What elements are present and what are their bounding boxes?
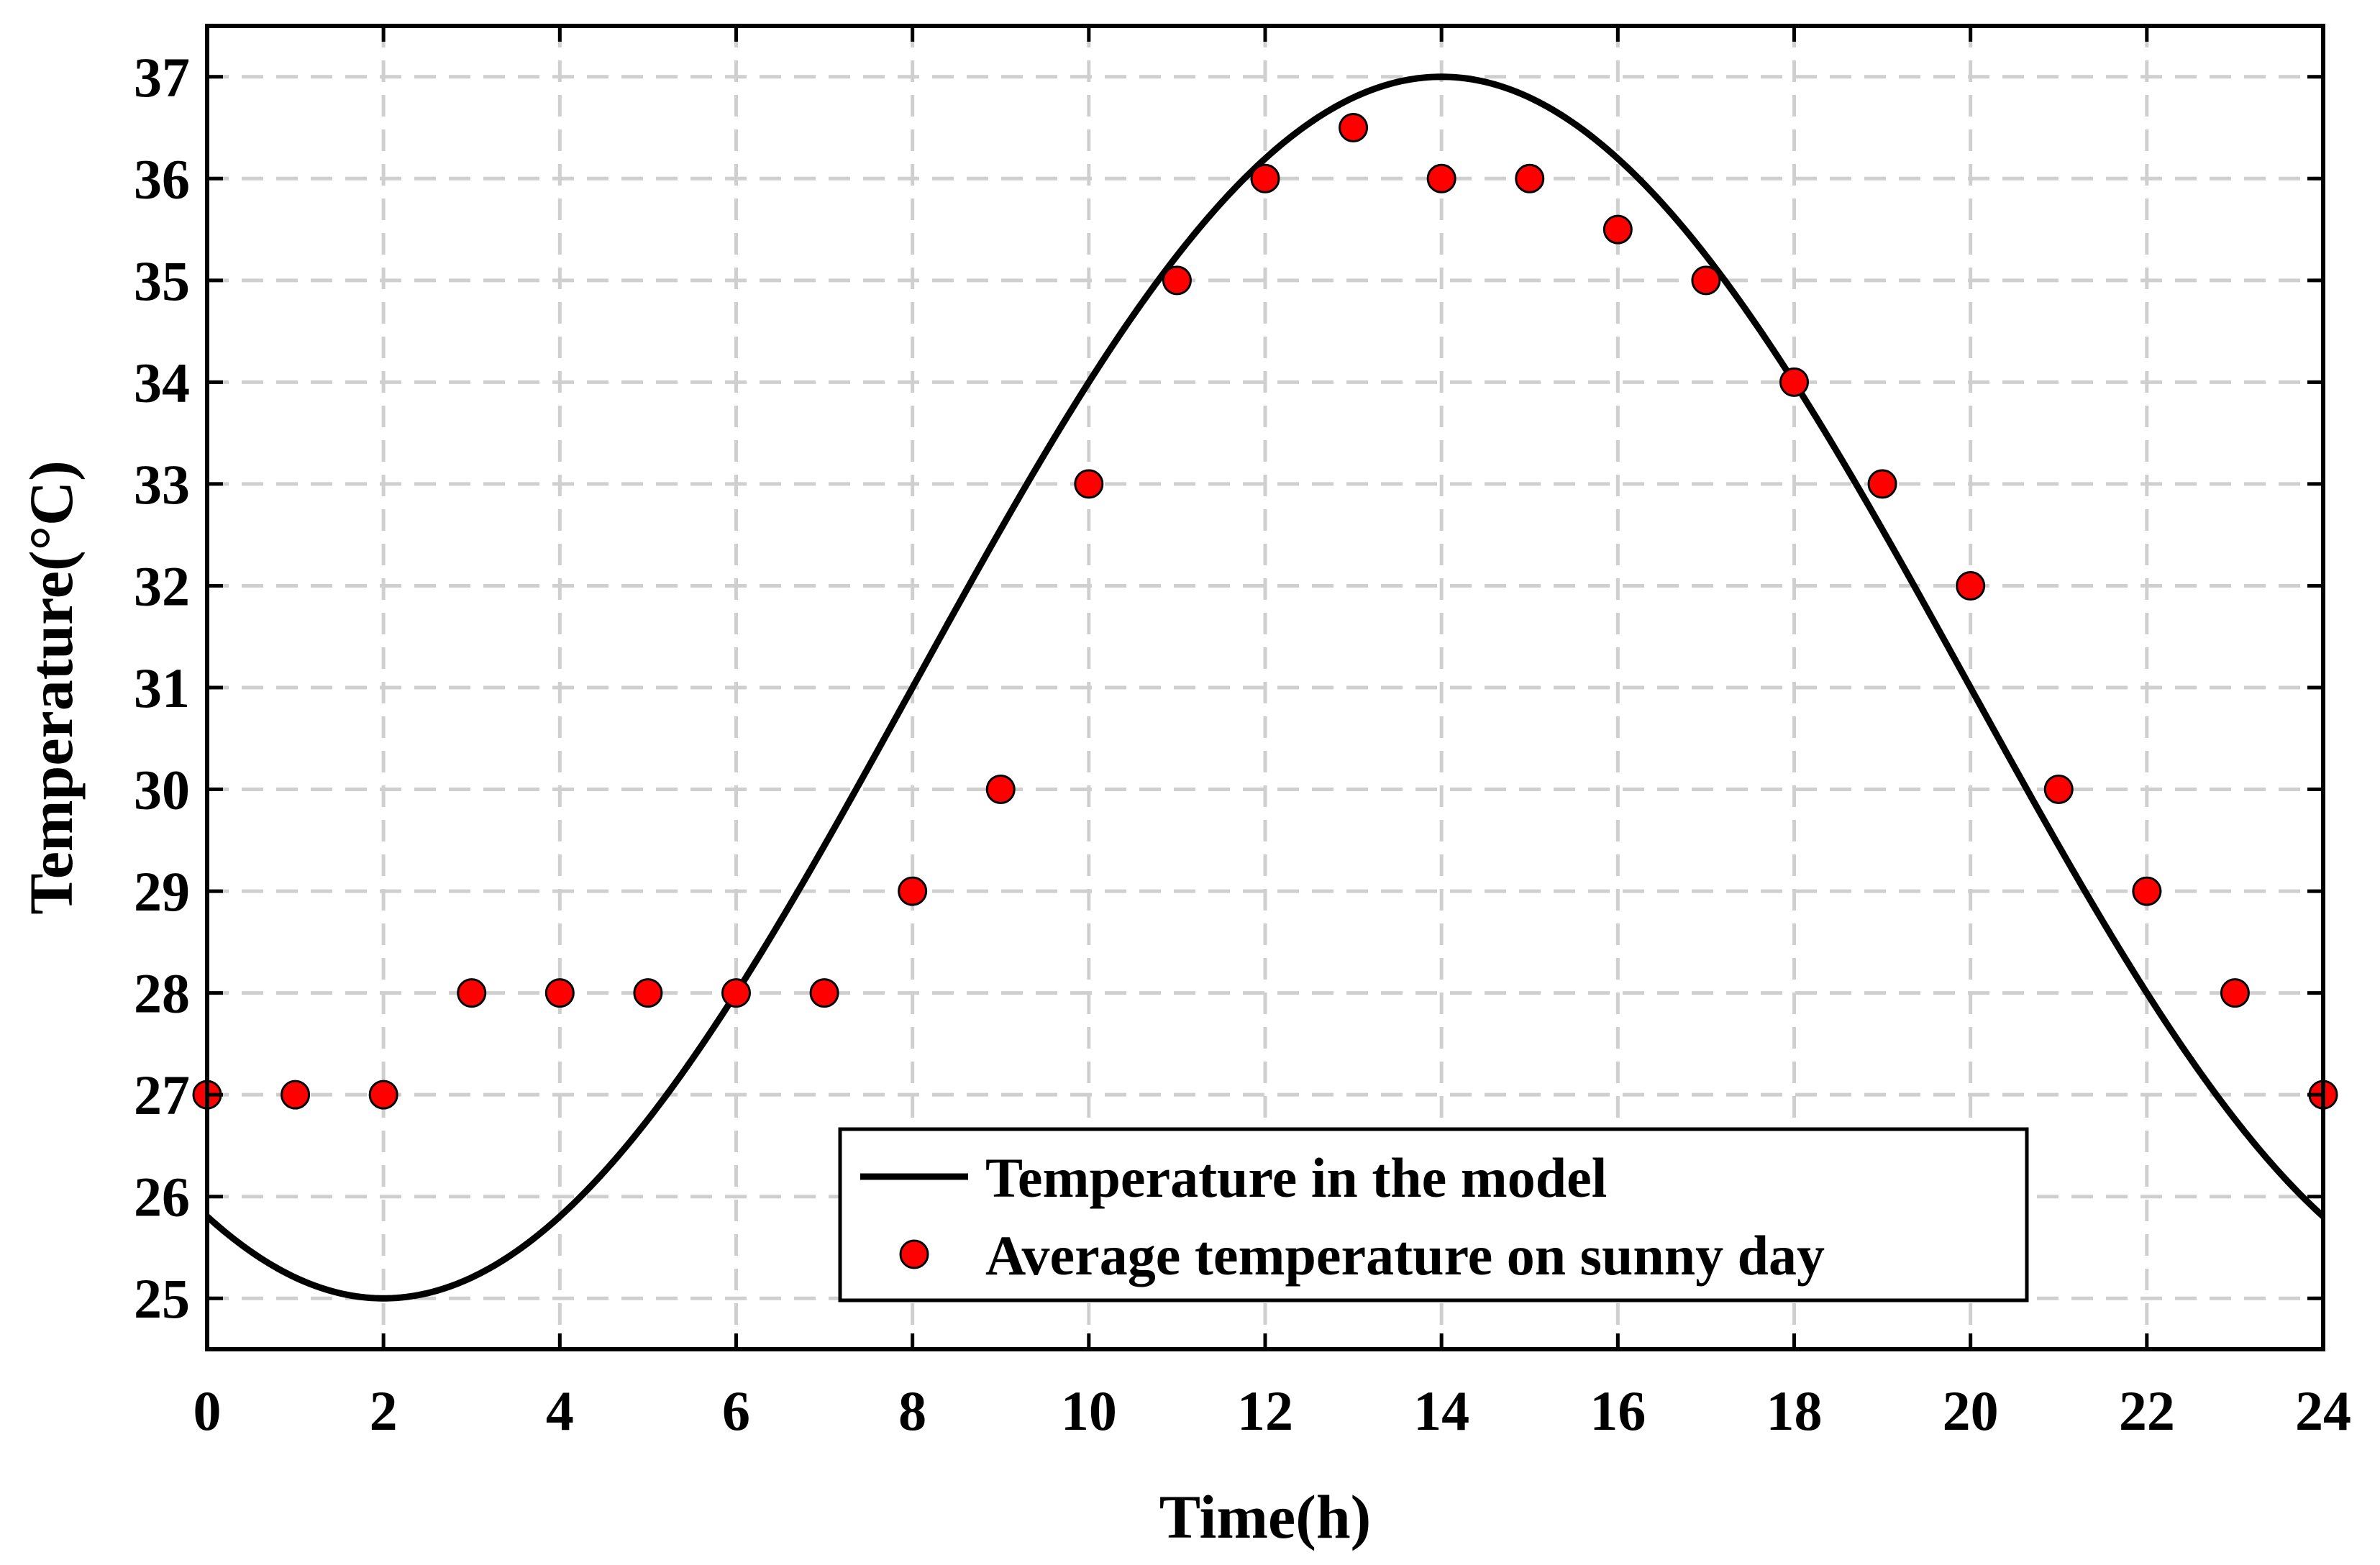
y-tick-label: 25 (134, 1267, 190, 1330)
data-point (1691, 265, 1721, 296)
x-tick-label: 6 (722, 1379, 750, 1442)
x-tick-label: 4 (546, 1379, 574, 1442)
data-point (1074, 469, 1104, 499)
legend-label-avg: Average temperature on sunny day (985, 1224, 1825, 1287)
x-tick-label: 18 (1766, 1379, 1823, 1442)
data-point (1867, 469, 1897, 499)
data-point (1515, 163, 1545, 193)
legend-label-model: Temperature in the model (985, 1146, 1607, 1209)
data-point (985, 775, 1016, 805)
data-point (809, 978, 839, 1008)
data-point (1956, 570, 1986, 601)
y-tick-label: 34 (134, 351, 190, 414)
x-tick-label: 2 (370, 1379, 398, 1442)
data-point (633, 978, 663, 1008)
legend-dot-swatch (899, 1239, 929, 1269)
data-point (2043, 775, 2074, 805)
data-point (721, 978, 751, 1008)
x-axis-label: Time(h) (1159, 1482, 1372, 1551)
data-point (544, 978, 575, 1008)
data-point (1339, 113, 1369, 143)
y-tick-label: 27 (134, 1064, 190, 1126)
data-point (1250, 163, 1280, 193)
data-point (368, 1080, 398, 1110)
y-axis-label: Temperature(°C) (17, 460, 86, 914)
data-point (898, 876, 928, 906)
y-tick-label: 28 (134, 962, 190, 1025)
x-tick-label: 16 (1590, 1379, 1646, 1442)
y-tick-label: 33 (134, 453, 190, 516)
x-tick-label: 0 (193, 1379, 222, 1442)
legend-box (838, 1127, 2029, 1302)
x-tick-label: 14 (1413, 1379, 1469, 1442)
y-tick-label: 30 (134, 759, 190, 821)
y-tick-label: 35 (134, 250, 190, 312)
data-point (457, 978, 487, 1008)
x-tick-label: 24 (2295, 1379, 2351, 1442)
y-tick-label: 31 (134, 657, 190, 719)
legend: Temperature in the model Average tempera… (838, 1127, 2029, 1302)
y-tick-label: 32 (134, 555, 190, 617)
data-point (1162, 265, 1192, 296)
x-tick-label: 12 (1237, 1379, 1293, 1442)
y-tick-label: 29 (134, 860, 190, 923)
data-point (1426, 163, 1456, 193)
y-tick-label: 36 (134, 147, 190, 210)
x-tick-label: 10 (1061, 1379, 1117, 1442)
x-tick-label: 20 (1943, 1379, 1999, 1442)
x-tick-label: 8 (898, 1379, 926, 1442)
ticks: 0 2 4 6 8 10 12 14 16 18 20 22 242526272829303132333… (134, 26, 2351, 1442)
series-line-model (204, 73, 2326, 1302)
y-tick-label: 37 (134, 46, 190, 109)
data-point (2132, 876, 2162, 906)
data-point (1779, 367, 1809, 397)
data-point (2220, 978, 2250, 1008)
data-point (1602, 214, 1633, 245)
data-point (281, 1080, 311, 1110)
y-tick-label: 26 (134, 1166, 190, 1228)
x-tick-label: 22 (2119, 1379, 2175, 1442)
